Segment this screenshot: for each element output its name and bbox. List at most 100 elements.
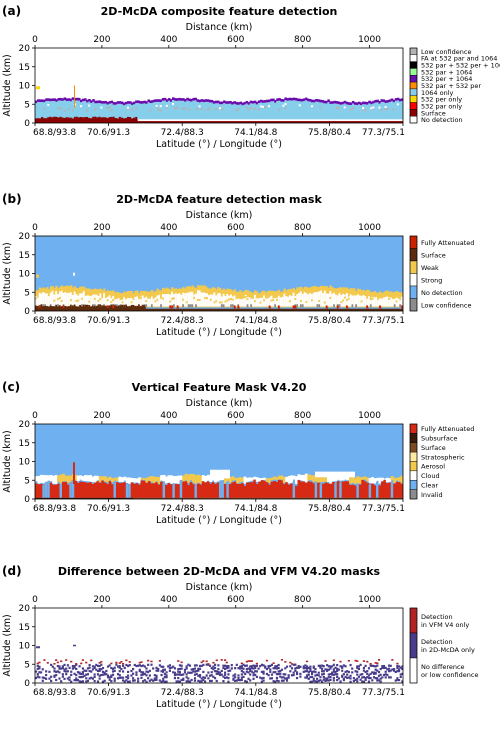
legend-label: No detection (421, 289, 463, 297)
top-tick-label: 200 (93, 595, 110, 605)
y-tick-label: 15 (19, 623, 30, 633)
legend-label: 532 par only (421, 102, 462, 110)
top-tick-label: 0 (32, 411, 38, 421)
legend-swatch (409, 54, 418, 62)
legend-swatch (409, 489, 418, 500)
legend-label: Surface (421, 109, 446, 117)
legend-label: Cloud (421, 472, 440, 480)
legend-label: Fully Attenuated (421, 425, 474, 433)
legend-label: in 2D-McDA only (421, 646, 475, 654)
legend-label: 1064 only (421, 89, 454, 97)
top-tick-label: 200 (93, 223, 110, 233)
legend-label: Subsurface (421, 435, 457, 443)
top-tick-label: 600 (227, 595, 244, 605)
top-tick-label: 600 (227, 223, 244, 233)
top-tick-label: 1000 (358, 223, 381, 233)
legend-swatch (409, 461, 418, 472)
legend-label: Clear (421, 481, 438, 489)
legend-label: Low confidence (421, 301, 471, 309)
legend-frame (409, 607, 418, 684)
y-tick-label: 20 (19, 44, 31, 54)
x-tick-label: 70.6/91.3 (87, 316, 130, 326)
top-axis-label: Distance (km) (186, 210, 253, 221)
legend-label: No difference (421, 663, 465, 671)
top-tick-label: 800 (294, 223, 311, 233)
y-axis-label: Altitude (km) (2, 430, 13, 492)
legend-label: Fully Attenuated (421, 239, 474, 247)
curtain-image (35, 85, 403, 123)
top-tick-label: 0 (32, 223, 38, 233)
y-tick-label: 0 (24, 495, 30, 505)
panel-title: Difference between 2D-McDA and VFM V4.20… (58, 565, 381, 578)
legend-swatch (409, 480, 418, 490)
legend-label: Stratospheric (421, 453, 465, 461)
legend-swatch (409, 95, 418, 103)
y-tick-label: 15 (19, 439, 30, 449)
x-tick-label: 72.4/88.3 (161, 688, 204, 698)
x-tick-label: 72.4/88.3 (161, 128, 204, 138)
legend-label: 532 par + 532 per + 1064 (421, 62, 500, 70)
x-tick-label: 75.8/80.4 (308, 504, 351, 514)
legend: Fully Attenuated SubsurfaceSurfaceStratos… (409, 423, 474, 500)
legend-swatch (409, 442, 418, 453)
legend-swatch (409, 433, 418, 443)
curtain-image (35, 424, 403, 499)
x-tick-label: 74.1/84.8 (234, 504, 277, 514)
panel-1: (a) 2D-McDA composite feature detection Di… (2, 4, 500, 150)
legend-frame (409, 423, 418, 500)
panel-title: Vertical Feature Mask V4.20 (132, 381, 307, 394)
panel-letter: (d) (2, 564, 22, 578)
curtain-image (35, 236, 403, 311)
panel-letter: (c) (2, 380, 20, 394)
top-tick-label: 800 (294, 411, 311, 421)
legend-label: Low confidence (421, 48, 471, 56)
legend-label: Surface (421, 251, 446, 259)
legend-swatch (409, 109, 418, 117)
top-tick-label: 400 (160, 35, 177, 45)
panel-letter: (b) (2, 192, 22, 206)
x-tick-label: 77.3/75.1 (362, 504, 405, 514)
y-tick-label: 15 (19, 251, 30, 261)
legend: Fully Attenuated Surface Weak Strong No dete… (409, 235, 474, 312)
x-tick-label: 74.1/84.8 (234, 688, 277, 698)
legend-label: Surface (421, 444, 446, 452)
panel-2: (b) 2D-McDA feature detection mask Distanc… (2, 192, 474, 338)
y-tick-label: 10 (19, 270, 31, 280)
legend-swatch (409, 260, 418, 274)
x-tick-label: 77.3/75.1 (362, 316, 405, 326)
y-axis-label: Altitude (km) (2, 242, 13, 304)
x-tick-label: 75.8/80.4 (308, 128, 351, 138)
legend-swatch (409, 47, 418, 56)
legend-frame (409, 47, 418, 124)
y-tick-label: 20 (19, 420, 31, 430)
top-tick-label: 200 (93, 411, 110, 421)
x-tick-label: 72.4/88.3 (161, 504, 204, 514)
x-tick-label: 74.1/84.8 (234, 128, 277, 138)
legend-swatch (409, 115, 418, 124)
x-axis-label: Latitude (°) / Longitude (°) (156, 139, 282, 150)
top-tick-label: 400 (160, 595, 177, 605)
legend-label: 532 par + 1064 (421, 68, 472, 76)
legend-frame (409, 235, 418, 312)
y-tick-label: 5 (24, 476, 30, 486)
x-tick-label: 70.6/91.3 (87, 688, 130, 698)
x-tick-label: 68.8/93.8 (33, 316, 76, 326)
top-tick-label: 400 (160, 411, 177, 421)
x-tick-label: 74.1/84.8 (234, 316, 277, 326)
y-tick-label: 0 (24, 679, 30, 689)
curtain-image (35, 608, 403, 683)
top-tick-label: 600 (227, 35, 244, 45)
top-tick-label: 1000 (358, 35, 381, 45)
legend-label: 532 per only (421, 96, 462, 104)
panel-letter: (a) (2, 4, 21, 18)
y-tick-label: 5 (24, 660, 30, 670)
y-axis-label: Altitude (km) (2, 54, 13, 116)
x-axis-label: Latitude (°) / Longitude (°) (156, 699, 282, 710)
y-tick-label: 10 (19, 82, 31, 92)
x-tick-label: 72.4/88.3 (161, 316, 204, 326)
top-tick-label: 0 (32, 595, 38, 605)
panel-title: 2D-McDA feature detection mask (116, 193, 322, 206)
legend-label: 532 per + 1064 (421, 75, 472, 83)
